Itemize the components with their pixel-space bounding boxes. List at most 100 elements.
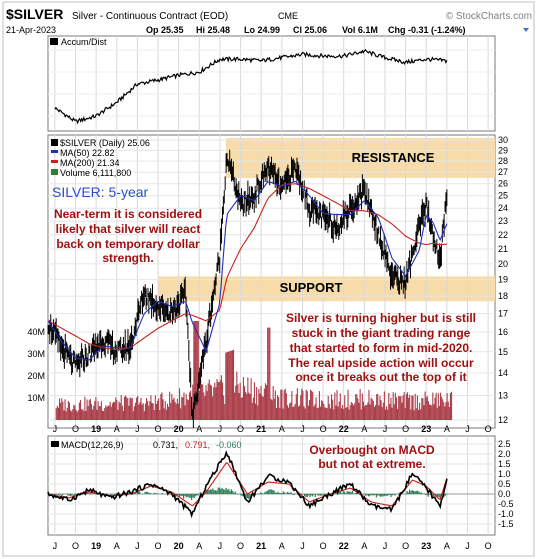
macd-legend-signal: 0.791, <box>185 440 210 450</box>
volume-bar <box>106 406 108 420</box>
price-tick-label: 14 <box>498 368 508 378</box>
macd-hist-bar <box>444 494 447 496</box>
volume-bar <box>392 392 394 420</box>
volume-bar <box>282 408 284 420</box>
macd-tick-label: 0.0 <box>498 489 511 499</box>
x-tick-label: J <box>383 424 388 434</box>
macd-signal-line <box>47 462 448 507</box>
macd-hist-bar <box>398 494 400 496</box>
price-tick-label: 13 <box>498 391 508 401</box>
volume-bar <box>297 406 300 420</box>
volume-bar <box>88 400 90 420</box>
volume-bar <box>140 397 142 420</box>
volume-bar <box>59 398 61 420</box>
volume-bar <box>293 406 295 420</box>
macd-tick-label: -1.0 <box>498 509 514 519</box>
x-tick-label: A <box>196 424 202 434</box>
volume-bar <box>345 407 347 420</box>
volume-bar <box>163 408 165 420</box>
volume-bar <box>182 397 184 420</box>
volume-bar <box>82 409 84 420</box>
volume-bar <box>186 399 188 420</box>
volume-bar <box>246 393 248 420</box>
chevron-down-icon[interactable] <box>523 28 529 32</box>
x-axis-bottom: J O 19 A J O 20 A J O 21 A J O 22 A J O 23 A J O <box>53 541 492 551</box>
volume-bar <box>421 398 423 420</box>
macd-hist-bar <box>374 494 376 496</box>
volume-bar <box>92 409 94 420</box>
macd-hist-bar <box>264 492 266 494</box>
volume-bar <box>126 397 128 420</box>
price-tick-label: 20 <box>498 259 508 269</box>
macd-hist-bar <box>369 494 371 497</box>
volume-bar <box>323 403 325 420</box>
macd-hist-bar <box>68 494 70 496</box>
volume-bar <box>64 399 66 420</box>
macd-hist-bar <box>226 489 229 494</box>
macd-hist-bar <box>393 494 395 495</box>
volume-bar <box>303 406 305 420</box>
volume-bar <box>61 398 63 420</box>
volume-bar <box>229 351 231 420</box>
volume-bar <box>173 397 175 420</box>
macd-hist-bar <box>414 491 416 494</box>
macd-hist-bar <box>75 494 77 496</box>
volume-tick-label: 40M <box>27 327 45 337</box>
volume-bar <box>263 388 265 420</box>
volume-bar <box>273 398 275 420</box>
macd-hist-bar <box>206 490 209 494</box>
macd-panel: 2.52.01.51.00.50.0-0.5-1.0-1.5 MACD(12,2… <box>47 435 514 536</box>
macd-hist-bar <box>365 494 367 496</box>
volume-bar <box>148 405 150 420</box>
macd-hist-bar <box>73 494 76 496</box>
macd-hist-bar <box>343 491 346 494</box>
volume-bar <box>375 405 377 420</box>
volume-bar <box>431 405 433 420</box>
macd-hist-bar <box>88 493 90 494</box>
volume-bar <box>301 388 303 420</box>
volume-bar <box>444 406 446 420</box>
x-tick-label: J <box>300 424 305 434</box>
x-tick-label: O <box>485 424 492 434</box>
macd-hist-bar <box>409 489 411 494</box>
volume-bar <box>428 404 431 420</box>
macd-hist-bar <box>387 494 389 496</box>
macd-hist-bar <box>153 492 155 494</box>
x-tick-label: O <box>237 541 244 551</box>
macd-hist-bar <box>269 489 271 494</box>
volume-bar <box>201 383 203 420</box>
volume-bar <box>387 409 389 420</box>
quote-open: Op 25.35 <box>146 25 184 35</box>
macd-hist-bar <box>350 492 352 494</box>
macd-hist-bar <box>288 492 290 494</box>
quote-volume: Vol 6.1M <box>342 25 378 35</box>
volume-bar <box>219 380 221 420</box>
macd-hist-bar <box>367 494 370 497</box>
accum-dist-label: Accum/Dist <box>61 37 107 47</box>
x-tick-label: A <box>361 541 367 551</box>
macd-hist-bar <box>151 493 153 494</box>
macd-hist-bar <box>436 494 439 497</box>
volume-bar <box>83 410 85 420</box>
volume-bar <box>73 404 75 420</box>
macd-hist-bar <box>421 492 423 494</box>
volume-bar <box>70 410 72 420</box>
volume-bar <box>243 386 246 420</box>
x-tick-label: O <box>320 541 327 551</box>
annotation-trading-range: Silver is turning higher but is still st… <box>286 311 476 384</box>
macd-hist-bar <box>280 493 282 494</box>
volume-bar <box>217 381 219 420</box>
volume-bar <box>100 401 102 420</box>
macd-hist-bar <box>289 492 291 494</box>
macd-hist-bar <box>443 494 445 497</box>
volume-bar <box>441 396 443 420</box>
macd-hist-bar <box>190 494 193 501</box>
volume-bar <box>87 406 89 420</box>
macd-hist-bar <box>424 494 427 495</box>
volume-bar <box>179 388 181 420</box>
volume-bar <box>277 395 279 420</box>
volume-bar <box>416 395 418 420</box>
macd-legend-label: MACD(12,26,9) <box>61 440 124 450</box>
